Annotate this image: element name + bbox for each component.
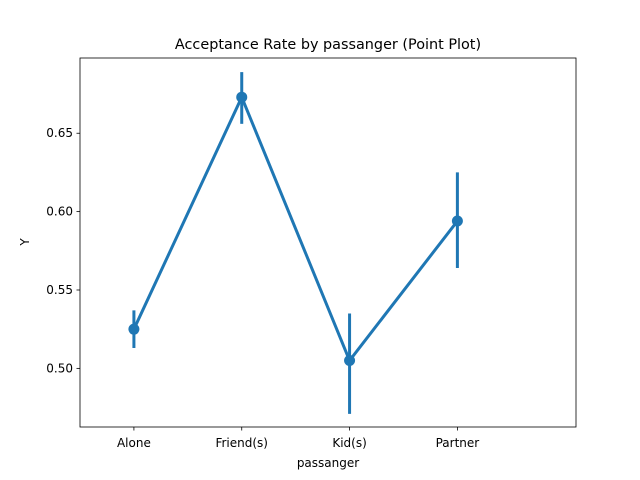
axes-frame (79, 57, 577, 428)
data-point (451, 215, 463, 227)
series-line (132, 95, 459, 363)
plot-area (128, 72, 463, 414)
x-tick-label: Partner (436, 436, 480, 450)
y-axis-ticks: 0.50 0.55 0.60 0.65 (46, 126, 80, 375)
x-tick-label: Alone (117, 436, 151, 450)
data-point (344, 355, 356, 367)
y-tick-label: 0.55 (46, 283, 73, 297)
x-tick-label: Friend(s) (215, 436, 268, 450)
y-tick-label: 0.50 (46, 361, 73, 375)
data-point (128, 323, 140, 335)
y-axis-label: Y (18, 238, 32, 247)
y-tick-label: 0.60 (46, 205, 73, 219)
x-axis-ticks: Alone Friend(s) Kid(s) Partner (117, 427, 479, 450)
x-axis-label: passanger (297, 456, 359, 470)
x-tick-label: Kid(s) (332, 436, 366, 450)
chart-title: Acceptance Rate by passanger (Point Plot… (175, 37, 481, 53)
y-tick-label: 0.65 (46, 126, 73, 140)
data-point (236, 91, 248, 103)
